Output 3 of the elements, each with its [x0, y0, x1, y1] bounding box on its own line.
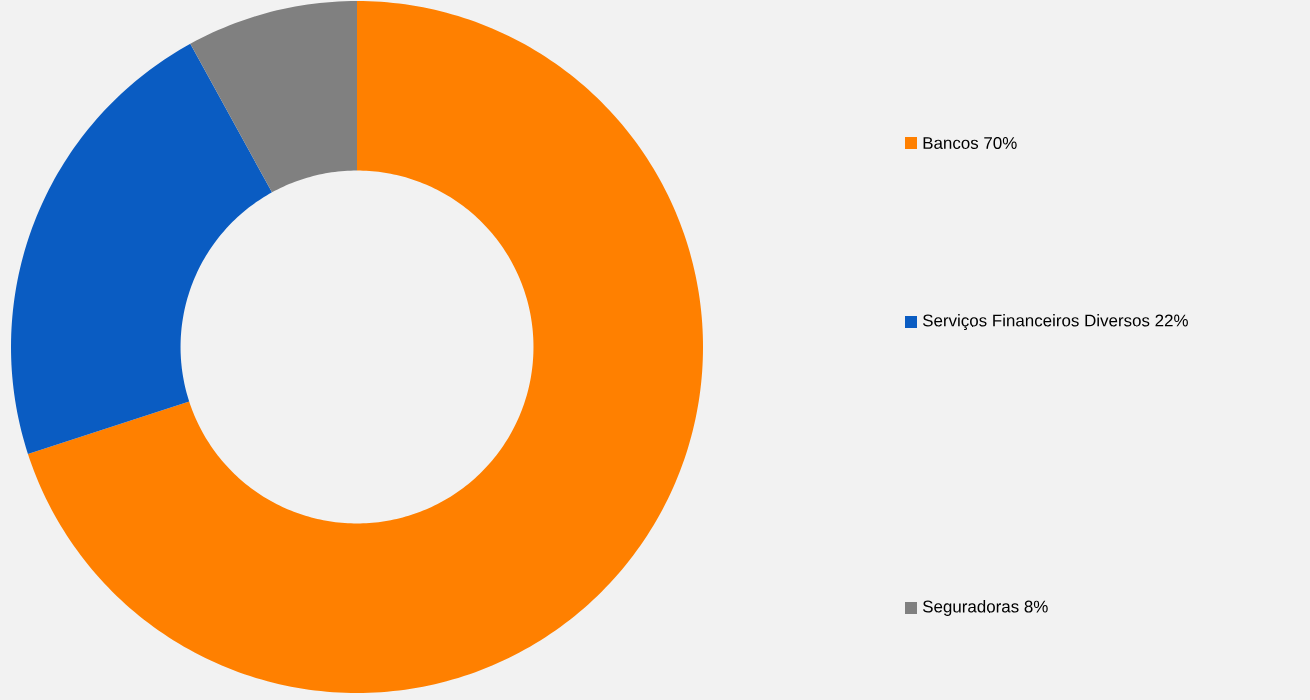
legend-label: Serviços Financeiros Diversos 22% [922, 314, 1188, 330]
legend-label: Seguradoras 8% [922, 600, 1048, 616]
legend-label: Bancos 70% [923, 136, 1017, 149]
